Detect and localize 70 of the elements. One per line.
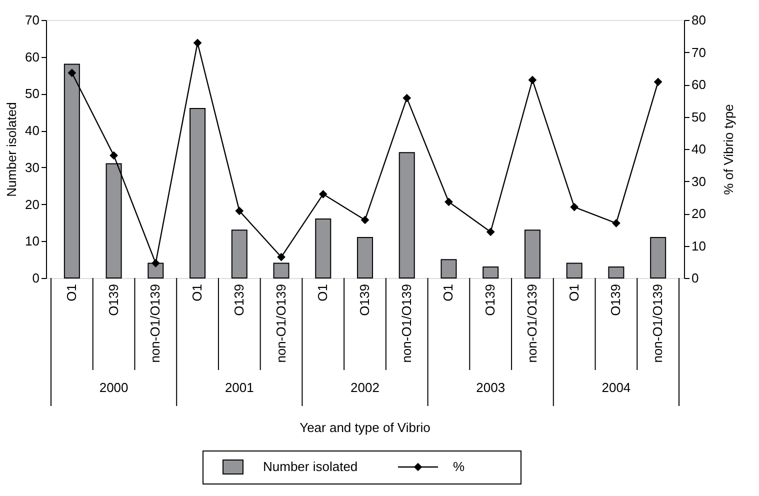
point xyxy=(444,198,453,206)
x-tick-label: non-O1/O139 xyxy=(148,284,163,363)
bar xyxy=(148,262,164,278)
point xyxy=(486,228,495,236)
y-tick-label: 50 xyxy=(25,86,40,102)
point xyxy=(612,218,620,228)
point xyxy=(528,76,537,84)
y-tick-label: 10 xyxy=(25,234,40,249)
y-tick-label: 0 xyxy=(32,270,40,286)
y2-tick-label: 0 xyxy=(692,270,699,286)
bar xyxy=(440,259,457,278)
point xyxy=(235,206,244,216)
text: 2000 xyxy=(99,380,128,395)
x-tick-label: O1 xyxy=(566,284,582,302)
bar xyxy=(650,236,666,278)
bar xyxy=(482,266,499,278)
y-tick-label: 40 xyxy=(25,123,40,138)
point xyxy=(570,202,579,212)
bar xyxy=(608,266,624,278)
y-tick-label: 20 xyxy=(25,196,40,212)
x-axis-title: Year and type of Vibrio xyxy=(300,420,430,435)
y-tick-label: 30 xyxy=(25,160,40,175)
y2-tick-label: 80 xyxy=(692,12,706,28)
bar xyxy=(231,230,248,278)
x-tick-label: non-O1/O139 xyxy=(398,284,414,363)
x-tick-label: non-O1/O139 xyxy=(273,284,288,363)
y-axis-title: Number isolated xyxy=(4,102,20,197)
y2-tick-label: 30 xyxy=(692,174,706,189)
text: 2001 xyxy=(224,380,254,395)
x-tick-label: O139 xyxy=(482,284,498,316)
text: 2003 xyxy=(476,380,506,395)
y2-tick-label: 60 xyxy=(692,77,706,92)
legend-label: Number isolated xyxy=(263,459,358,474)
point xyxy=(277,252,286,262)
x-tick-label: non-O1/O139 xyxy=(650,284,666,363)
y2-tick-label: 40 xyxy=(692,142,706,156)
bar xyxy=(315,218,332,278)
text: 2004 xyxy=(602,380,631,395)
bar xyxy=(398,152,415,278)
x-tick-label: O1 xyxy=(440,284,456,302)
bar xyxy=(566,262,582,278)
y2-tick-label: 70 xyxy=(692,44,706,60)
y-tick-label: 60 xyxy=(25,49,40,64)
bar xyxy=(357,236,373,278)
bar xyxy=(524,230,540,278)
point xyxy=(193,38,202,48)
x-tick-label: O139 xyxy=(231,284,246,316)
x-tick-label: O139 xyxy=(106,284,121,316)
x-tick-label: O1 xyxy=(64,284,79,302)
y2-tick-label: 20 xyxy=(692,206,706,221)
text: 2002 xyxy=(350,380,380,395)
point xyxy=(110,151,118,160)
legend-label: % xyxy=(453,459,465,474)
x-tick-label: O139 xyxy=(608,284,624,316)
bar xyxy=(273,262,290,278)
y2-axis-title: % of Vibrio type xyxy=(720,104,736,195)
x-tick-label: O139 xyxy=(357,284,372,316)
point xyxy=(360,216,370,224)
point xyxy=(654,78,662,86)
bar xyxy=(190,108,206,278)
x-tick-label: non-O1/O139 xyxy=(524,284,540,363)
point xyxy=(68,68,76,78)
y2-tick-label: 10 xyxy=(692,238,706,254)
y2-tick-label: 50 xyxy=(692,109,706,124)
point xyxy=(151,258,160,268)
x-tick-label: O1 xyxy=(190,284,205,302)
point xyxy=(318,190,328,198)
y-tick-label: 70 xyxy=(25,12,40,28)
point xyxy=(402,94,412,102)
x-tick-label: O1 xyxy=(315,284,330,302)
